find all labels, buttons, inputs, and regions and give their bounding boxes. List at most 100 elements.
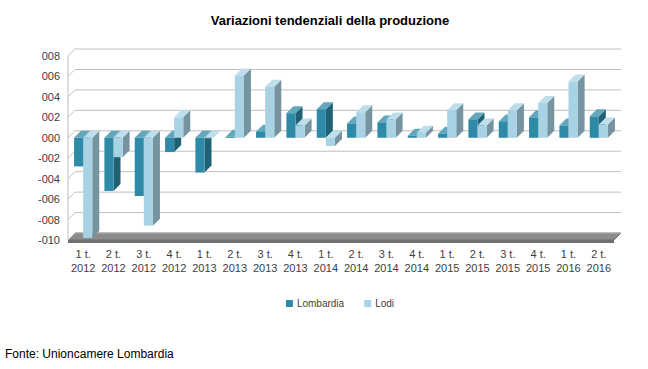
bar-top: [296, 119, 312, 126]
bar-top: [599, 117, 615, 124]
bars: [74, 68, 615, 238]
legend-swatch: [286, 300, 293, 307]
bar: [538, 103, 547, 138]
bar-top: [387, 112, 403, 119]
x-tick-label: 4 t.2015: [526, 248, 550, 274]
y-tick-label: -008: [38, 214, 60, 226]
bar-top: [508, 103, 524, 110]
bar-top: [569, 75, 585, 82]
y-tick-label: -010: [38, 234, 60, 246]
bar-top: [144, 131, 160, 138]
x-tick-label: 3 t.2014: [374, 248, 398, 274]
source: Fonte: Unioncamere Lombardia: [5, 347, 174, 361]
bar-top: [356, 105, 372, 112]
grid-line: [68, 69, 621, 76]
bar-top: [174, 110, 190, 117]
bar: [104, 138, 113, 191]
bar: [387, 119, 396, 137]
x-tick-label: 3 t.2013: [253, 248, 277, 274]
bar: [408, 136, 417, 138]
bar-top: [286, 106, 302, 113]
y-tick-label: 008: [42, 50, 60, 62]
y-tick-label: 002: [42, 111, 60, 123]
legend-label: Lombardia: [297, 298, 345, 309]
bar: [286, 113, 295, 138]
bar: [377, 122, 386, 137]
bar: [468, 119, 477, 137]
bar: [195, 138, 204, 173]
bar: [296, 126, 305, 138]
x-tick-label: 1 t.2015: [435, 248, 459, 274]
bar: [599, 124, 608, 137]
x-tick-label: 3 t.2012: [132, 248, 156, 274]
bar: [205, 137, 214, 139]
bar: [529, 117, 538, 137]
bar: [559, 126, 568, 138]
grid-line: [68, 233, 621, 240]
bar-side: [153, 131, 160, 226]
bar: [317, 109, 326, 138]
bar: [144, 138, 153, 226]
bar-top: [417, 126, 433, 133]
bar-top: [205, 131, 221, 138]
x-tick-label: 2 t.2014: [344, 248, 368, 274]
legend: Lombardia Lodi: [286, 298, 394, 309]
bar: [590, 116, 599, 137]
bar-top: [478, 119, 494, 126]
bar-side: [547, 96, 554, 138]
title: Variazioni tendenziali della produzione: [211, 13, 449, 28]
bar: [569, 82, 578, 138]
x-tick-label: 3 t.2015: [496, 248, 520, 274]
bar-side: [244, 68, 251, 137]
bar-top: [235, 68, 251, 75]
bar-side: [92, 131, 99, 238]
bar: [135, 138, 144, 196]
bar-top: [83, 131, 99, 138]
x-tick-label: 2 t.2015: [465, 248, 489, 274]
x-tick-label: 1 t.2013: [192, 248, 216, 274]
bar-side: [578, 75, 585, 138]
bar: [326, 138, 335, 146]
bar-side: [274, 80, 281, 138]
bar: [508, 110, 517, 138]
x-tick-label: 4 t.2012: [162, 248, 186, 274]
bar: [438, 134, 447, 138]
grid-line: [68, 49, 621, 56]
x-tick-label: 2 t.2016: [587, 248, 611, 274]
bar: [347, 123, 356, 137]
y-tick-label: 004: [42, 91, 60, 103]
bar: [83, 138, 92, 238]
legend-label: Lodi: [375, 298, 394, 309]
bar: [74, 138, 83, 167]
bar-top: [538, 96, 554, 103]
bar-top: [317, 102, 333, 109]
x-tick-label: 4 t.2013: [283, 248, 307, 274]
bar-top: [265, 80, 281, 87]
bar-top: [326, 131, 342, 138]
legend-swatch: [364, 300, 371, 307]
chart: Variazioni tendenziali della produzione -…: [0, 0, 648, 369]
bar: [265, 87, 274, 138]
floor: [68, 233, 621, 240]
bar: [478, 126, 487, 138]
grid-line: [68, 110, 621, 117]
x-tick-label: 1 t.2012: [71, 248, 95, 274]
y-tick-label: -004: [38, 173, 60, 185]
x-tick-label: 1 t.2016: [556, 248, 580, 274]
bar: [165, 138, 174, 152]
x-tick-label: 2 t.2012: [101, 248, 125, 274]
floor-edge: [68, 240, 614, 243]
y-axis: [68, 56, 69, 240]
bar: [417, 133, 426, 138]
y-tick-label: -002: [38, 152, 60, 164]
bar: [235, 75, 244, 137]
bar-top: [468, 112, 484, 119]
y-tick-label: -006: [38, 193, 60, 205]
bar-top: [114, 131, 130, 138]
y-tick-label: 006: [42, 70, 60, 82]
bar: [447, 110, 456, 138]
y-tick-label: 000: [42, 132, 60, 144]
grid-line: [68, 90, 621, 97]
bar-top: [590, 109, 606, 116]
bar: [174, 117, 183, 137]
